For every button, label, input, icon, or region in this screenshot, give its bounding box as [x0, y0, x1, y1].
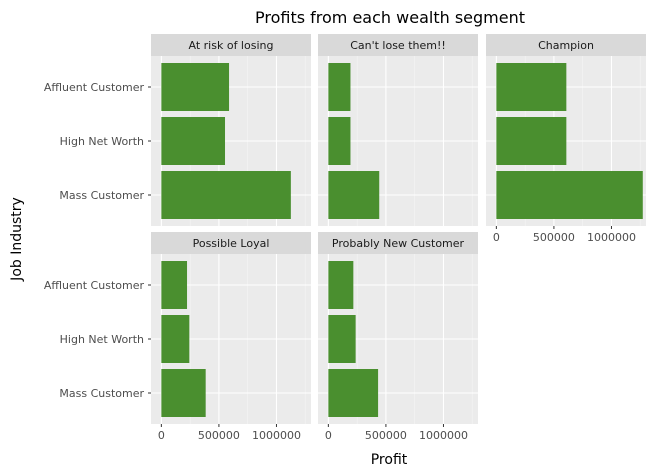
facet-at-risk-of-losing: At risk of losing Mass Customer High Net W…	[44, 34, 311, 226]
y-tick-label: Affluent Customer	[44, 279, 145, 292]
facet-strip	[486, 34, 646, 56]
facet-strip-label: Champion	[538, 39, 594, 52]
bar-mass-customer	[161, 369, 206, 417]
facet-strip	[318, 34, 478, 56]
bar-mass-customer	[328, 171, 380, 219]
facet-probably-new-customer: Probably New Customer 0 500000 1000000	[318, 232, 478, 442]
x-tick-label: 500000	[198, 429, 240, 442]
bar-mass-customer	[161, 171, 291, 219]
x-tick-label: 0	[493, 231, 500, 244]
facet-strip-label: At risk of losing	[189, 39, 274, 52]
x-tick-label: 500000	[533, 231, 575, 244]
facet-strip-label: Probably New Customer	[332, 237, 465, 250]
facet-strip-label: Possible Loyal	[193, 237, 270, 250]
bar-affluent-customer	[161, 261, 188, 309]
bar-high-net-worth	[328, 117, 351, 165]
y-axis-title: Job Industry	[9, 197, 25, 282]
bar-high-net-worth	[496, 117, 567, 165]
chart-title: Profits from each wealth segment	[255, 8, 525, 27]
facet-possible-loyal: Possible Loyal Mass Customer High Net Wort…	[44, 232, 311, 442]
facet-panels: At risk of losing Mass Customer High Net W…	[44, 34, 646, 442]
facet-strip	[318, 232, 478, 254]
x-tick-label: 1000000	[252, 429, 301, 442]
facet-strip	[151, 232, 311, 254]
facet-can-t-lose-them: Can't lose them!!	[318, 34, 478, 226]
x-tick-label: 1000000	[587, 231, 636, 244]
y-tick-label: High Net Worth	[60, 135, 144, 148]
y-tick-label: Mass Customer	[59, 189, 144, 202]
bar-mass-customer	[328, 369, 379, 417]
x-tick-label: 500000	[365, 429, 407, 442]
bar-high-net-worth	[161, 117, 226, 165]
facet-strip-label: Can't lose them!!	[350, 39, 446, 52]
x-tick-label: 0	[158, 429, 165, 442]
y-tick-label: High Net Worth	[60, 333, 144, 346]
bar-affluent-customer	[496, 63, 567, 111]
x-tick-label: 1000000	[419, 429, 468, 442]
bar-affluent-customer	[328, 261, 354, 309]
bar-mass-customer	[496, 171, 643, 219]
facet-champion: Champion 0 500000 1000000	[486, 34, 646, 244]
y-tick-label: Affluent Customer	[44, 81, 145, 94]
bar-affluent-customer	[161, 63, 230, 111]
y-tick-label: Mass Customer	[59, 387, 144, 400]
bar-affluent-customer	[328, 63, 351, 111]
bar-high-net-worth	[161, 315, 190, 363]
x-tick-label: 0	[325, 429, 332, 442]
x-axis-title: Profit	[371, 452, 408, 468]
bar-high-net-worth	[328, 315, 356, 363]
facet-strip	[151, 34, 311, 56]
